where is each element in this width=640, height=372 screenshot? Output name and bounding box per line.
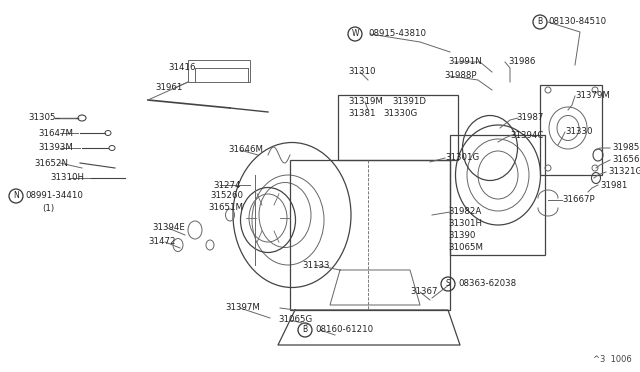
Text: 31667P: 31667P [562, 196, 595, 205]
Text: 31321G: 31321G [608, 167, 640, 176]
Text: 31397M: 31397M [225, 304, 260, 312]
Text: 31981: 31981 [600, 180, 627, 189]
Text: 31991N: 31991N [448, 58, 482, 67]
Text: 31985M: 31985M [612, 144, 640, 153]
Text: 08991-34410: 08991-34410 [25, 192, 83, 201]
Text: 31986: 31986 [508, 58, 536, 67]
Text: 31305: 31305 [28, 113, 56, 122]
Text: 31330: 31330 [565, 128, 593, 137]
Text: 31310H: 31310H [50, 173, 84, 183]
Text: 31393M: 31393M [38, 144, 73, 153]
Text: 31065G: 31065G [278, 315, 312, 324]
Text: 31274: 31274 [213, 180, 241, 189]
Text: 08915-43810: 08915-43810 [368, 29, 426, 38]
Text: 31988P: 31988P [444, 71, 477, 80]
Text: (1): (1) [42, 203, 54, 212]
Text: 31133: 31133 [302, 260, 330, 269]
Text: 31310: 31310 [348, 67, 376, 77]
Text: 31319M: 31319M [348, 97, 383, 106]
Text: B: B [303, 326, 308, 334]
Text: 315260: 315260 [210, 192, 243, 201]
Text: 31390: 31390 [448, 231, 476, 241]
Text: 31647M: 31647M [38, 128, 73, 138]
Text: 31379M: 31379M [575, 92, 610, 100]
Text: ^3  1006: ^3 1006 [593, 355, 632, 364]
Text: 31652N: 31652N [34, 158, 68, 167]
Text: W: W [351, 29, 359, 38]
Text: 08130-84510: 08130-84510 [548, 17, 606, 26]
Text: 31301G: 31301G [445, 154, 479, 163]
Text: 31651M: 31651M [208, 203, 243, 212]
Text: 31987: 31987 [516, 113, 543, 122]
Text: 31367: 31367 [410, 288, 438, 296]
Text: 31394C: 31394C [510, 131, 543, 140]
Text: 31472: 31472 [148, 237, 175, 247]
Text: 31394E: 31394E [152, 224, 185, 232]
Text: 31646M: 31646M [228, 145, 263, 154]
Text: 08363-62038: 08363-62038 [458, 279, 516, 289]
Text: B: B [538, 17, 543, 26]
Text: 31381: 31381 [348, 109, 376, 119]
Text: 31330G: 31330G [383, 109, 417, 119]
Text: S: S [445, 279, 451, 289]
Text: 31301H: 31301H [448, 219, 482, 228]
Text: 31656: 31656 [612, 155, 639, 164]
Text: 31391D: 31391D [392, 97, 426, 106]
Text: 08160-61210: 08160-61210 [315, 326, 373, 334]
Text: 31416: 31416 [168, 64, 195, 73]
Text: 31982A: 31982A [448, 208, 481, 217]
Text: 31961: 31961 [155, 83, 182, 93]
Text: N: N [13, 192, 19, 201]
Text: 31065M: 31065M [448, 244, 483, 253]
